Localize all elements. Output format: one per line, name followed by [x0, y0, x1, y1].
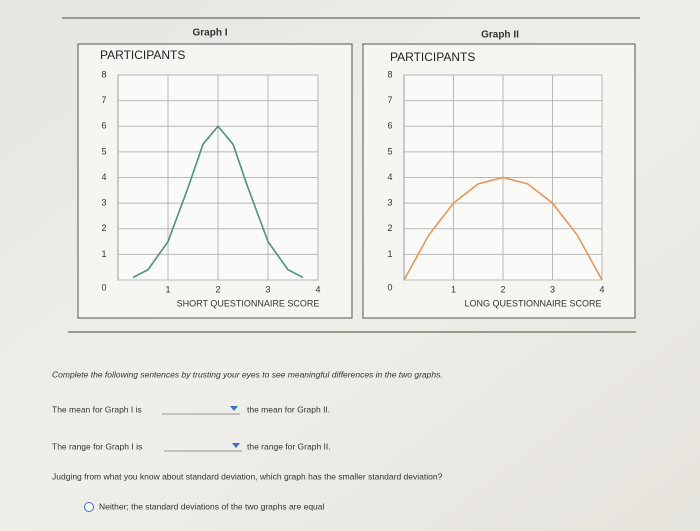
data-line — [403, 176, 603, 281]
sentence-start: The mean for Graph I is — [52, 404, 142, 414]
y-tick-label: 6 — [387, 121, 392, 131]
instructions: Complete the following sentences by trus… — [52, 369, 443, 379]
chart-title: Graph II — [481, 30, 519, 41]
x-axis-label: SHORT QUESTIONNAIRE SCORE — [177, 298, 320, 308]
dropdown[interactable] — [162, 406, 240, 415]
y-tick-label: 2 — [101, 223, 106, 233]
y-axis-label: PARTICIPANTS — [100, 48, 185, 62]
chart-title: Graph I — [192, 28, 227, 39]
x-tick-label: 1 — [165, 284, 170, 294]
sentence-start: The range for Graph I is — [52, 441, 142, 451]
x-tick-label: 4 — [599, 284, 604, 294]
x-tick-label: 3 — [265, 284, 270, 294]
x-axis-label: LONG QUESTIONNAIRE SCORE — [464, 298, 601, 308]
radio-button[interactable] — [84, 502, 94, 512]
y-tick-label: 7 — [101, 95, 106, 105]
sentence-end: the mean for Graph II. — [247, 404, 330, 414]
question: Judging from what you know about standar… — [52, 471, 443, 481]
option-label[interactable]: Neither; the standard deviations of the … — [99, 501, 325, 511]
y-tick-label: 4 — [101, 172, 106, 182]
y-tick-label: 1 — [387, 249, 392, 259]
y-tick-label: 0 — [387, 282, 392, 292]
y-tick-label: 3 — [387, 198, 392, 208]
y-tick-label: 5 — [387, 146, 392, 156]
charts: Graph I PARTICIPANTS SHORT QUESTIONNAIRE S… — [100, 28, 605, 309]
x-tick-label: 4 — [315, 284, 320, 294]
y-tick-label: 6 — [101, 121, 106, 131]
y-tick-label: 3 — [101, 198, 106, 208]
dropdown-arrow[interactable] — [230, 406, 238, 411]
x-tick-label: 2 — [215, 284, 220, 294]
y-tick-label: 5 — [101, 146, 106, 156]
y-tick-label: 1 — [101, 249, 106, 259]
y-tick-label: 4 — [387, 172, 392, 182]
y-tick-label: 8 — [101, 69, 106, 79]
data-line — [132, 125, 304, 279]
y-tick-label: 8 — [387, 69, 392, 79]
dropdown-arrow[interactable] — [232, 443, 240, 448]
x-tick-label: 1 — [451, 284, 456, 294]
sentence-end: the range for Graph II. — [247, 441, 331, 451]
x-tick-label: 3 — [550, 284, 555, 294]
y-tick-label: 2 — [387, 223, 392, 233]
y-tick-label: 0 — [101, 282, 106, 292]
x-tick-label: 2 — [500, 284, 505, 294]
y-axis-label: PARTICIPANTS — [390, 50, 475, 64]
dropdown[interactable] — [164, 443, 242, 452]
y-tick-label: 7 — [387, 95, 392, 105]
